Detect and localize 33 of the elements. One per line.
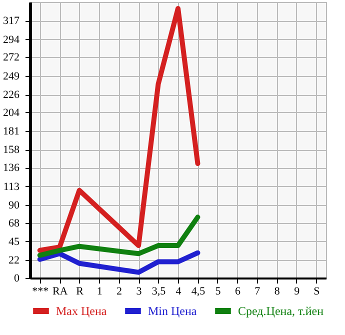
legend-label: Min Цена bbox=[148, 304, 198, 318]
y-tick-label: 181 bbox=[3, 126, 20, 138]
x-tick-label: 6 bbox=[234, 286, 241, 298]
x-tick-label: 2 bbox=[116, 286, 122, 298]
legend-label: Сред.Цена, т.йен bbox=[238, 304, 324, 318]
x-tick-label: S bbox=[314, 286, 320, 298]
x-tick-label: 3 bbox=[136, 286, 142, 298]
y-tick-label: 22 bbox=[8, 254, 20, 267]
y-tick-label: 226 bbox=[3, 89, 20, 102]
y-tick-label: 136 bbox=[3, 162, 20, 174]
y-tick-label: 272 bbox=[3, 52, 20, 64]
y-tick-label: 0 bbox=[14, 272, 20, 284]
y-tick-label: 68 bbox=[8, 217, 20, 230]
x-tick-label: 1 bbox=[96, 286, 102, 298]
x-tick-label: *** bbox=[32, 286, 49, 298]
x-tick-label: 9 bbox=[294, 286, 300, 298]
x-tick-label: 4 bbox=[176, 286, 182, 298]
legend-label: Max Цена bbox=[56, 304, 108, 318]
y-tick-label: 45 bbox=[8, 236, 20, 248]
y-tick-label: 113 bbox=[3, 180, 20, 193]
y-tick-label: 158 bbox=[3, 144, 20, 156]
x-tick-label: 8 bbox=[274, 286, 280, 298]
x-tick-label: R bbox=[76, 286, 84, 298]
y-tick-label: 90 bbox=[8, 199, 20, 212]
x-tick-label: RA bbox=[52, 286, 68, 298]
y-tick-label: 317 bbox=[3, 15, 20, 28]
y-tick-label: 294 bbox=[3, 34, 20, 46]
x-tick-label: 3,5 bbox=[152, 286, 166, 298]
y-tick-label: 249 bbox=[3, 70, 20, 82]
y-tick-label: 204 bbox=[3, 106, 20, 119]
x-tick-label: 4,5 bbox=[191, 286, 206, 298]
x-tick-label: 5 bbox=[215, 286, 222, 298]
x-tick-label: 7 bbox=[254, 286, 261, 298]
